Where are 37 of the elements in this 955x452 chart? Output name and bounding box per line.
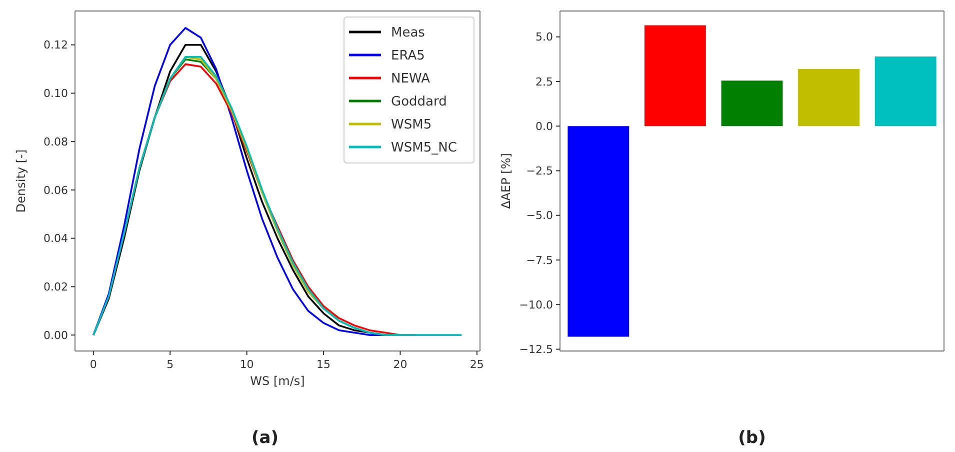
legend-label: NEWA [391,72,430,87]
text: (a) [251,428,279,448]
y-tick-label: 0.0 [536,120,553,133]
x-tick-label: 0 [90,358,97,371]
y-axis-title: ΔAEP [%] [499,153,513,209]
legend-label: ERA5 [391,48,425,64]
x-tick-label: 20 [393,358,408,371]
x-tick-label: 25 [470,358,484,371]
x-axis-title: WS [m/s] [250,374,305,388]
y-tick-label: −5.0 [526,209,553,222]
legend-label: WSM5 [391,118,432,133]
text: (b) [738,428,766,448]
y-tick-label: 0.00 [44,328,68,342]
x-tick-label: 10 [240,358,254,371]
y-tick-label: 0.08 [44,135,68,148]
legend-label: WSM5_NC [391,140,457,156]
y-axis-title: Density [-] [14,149,28,213]
bar [798,69,860,126]
y-tick-label: 0.06 [44,184,68,197]
bar [644,25,706,126]
y-tick-label: 2.5 [536,75,553,88]
x-tick-label: 15 [316,358,331,371]
y-tick-label: −2.5 [526,164,553,178]
y-tick-label: 5.0 [536,30,553,44]
y-tick-label: −10.0 [519,298,553,312]
bar [568,126,630,337]
x-tick-label: 5 [166,358,174,371]
y-tick-label: 0.12 [44,38,68,52]
bar [721,80,783,126]
y-tick-label: 0.04 [44,232,68,246]
y-tick-label: 0.10 [44,87,68,100]
legend-label: Goddard [391,94,447,110]
legend-label: Meas [391,26,426,41]
y-tick-label: −12.5 [519,343,553,356]
bar [874,56,936,126]
y-tick-label: −7.5 [526,254,553,267]
y-tick-label: 0.02 [44,280,68,294]
